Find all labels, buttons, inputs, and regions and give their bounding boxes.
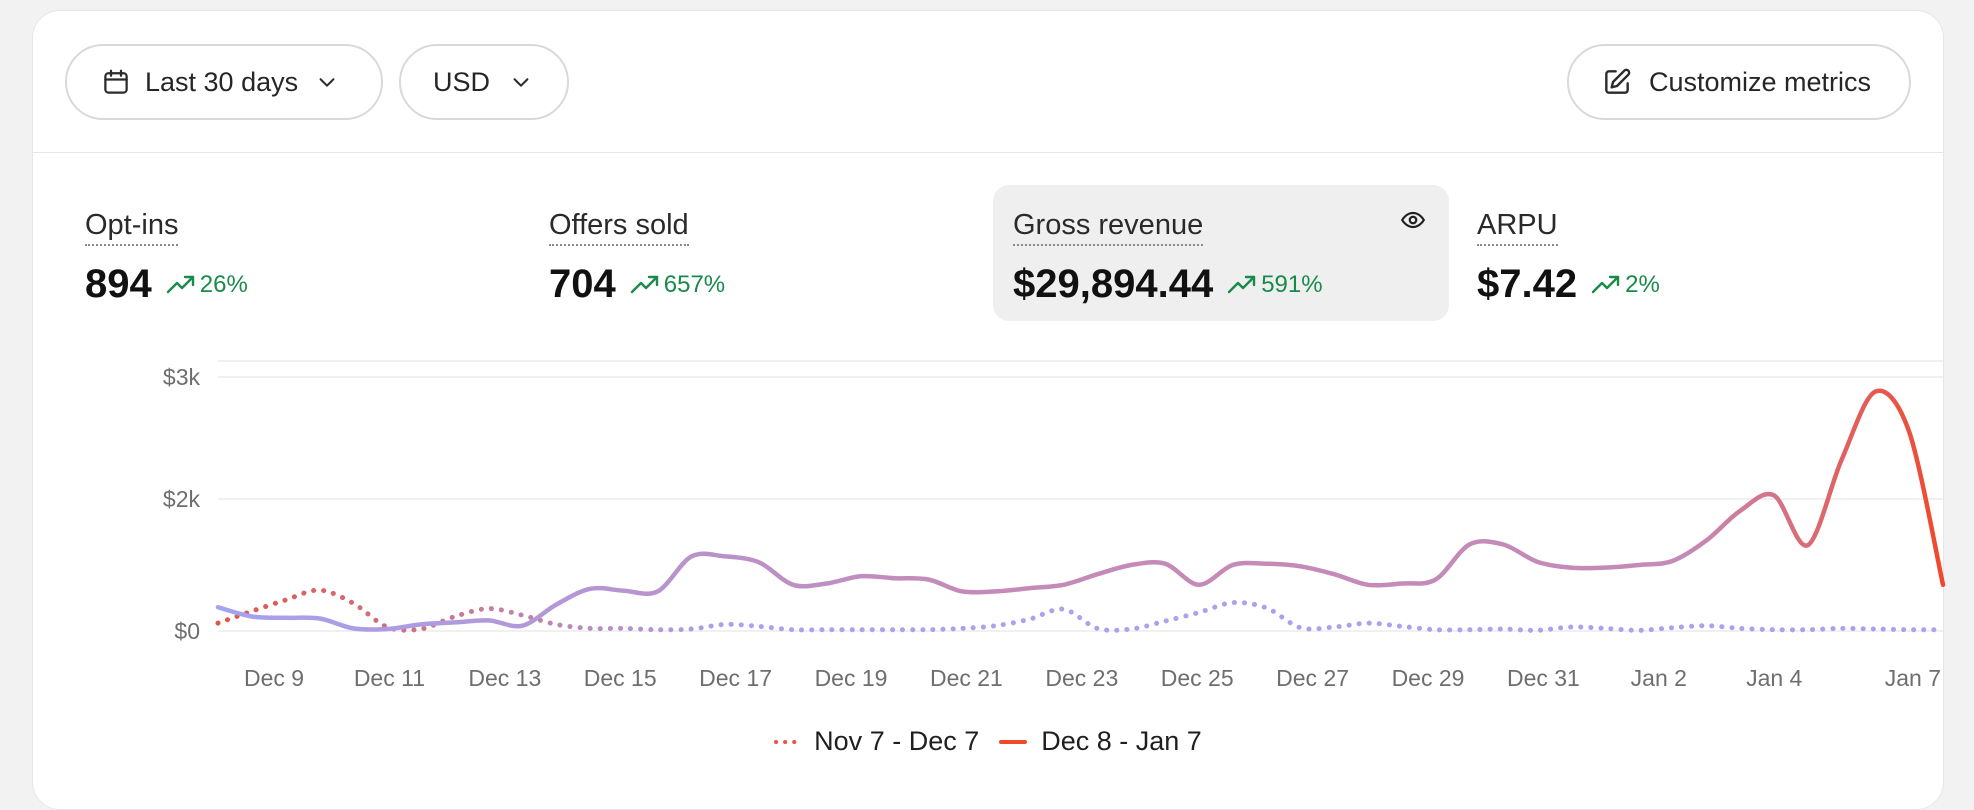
x-tick-label: Jan 7: [1885, 665, 1941, 691]
trend-up-icon: [630, 275, 658, 293]
metric-value: $29,894.44: [1013, 262, 1214, 306]
metric-change-value: 657%: [663, 270, 726, 298]
x-tick-label: Dec 31: [1507, 665, 1580, 691]
x-tick-label: Dec 19: [815, 665, 888, 691]
metric-value: 704: [549, 262, 616, 306]
legend-item-current[interactable]: Dec 8 - Jan 7: [999, 726, 1202, 757]
metric-value: 894: [85, 262, 152, 306]
customize-metrics-label: Customize metrics: [1649, 66, 1872, 97]
metric-change: 657%: [630, 271, 725, 299]
chart-series: [215, 388, 1946, 633]
x-tick-label: Dec 29: [1392, 665, 1465, 691]
metric-opt-ins[interactable]: Opt-ins 894 26%: [65, 185, 521, 321]
x-tick-label: Dec 15: [584, 665, 657, 691]
x-tick-label: Dec 21: [930, 665, 1003, 691]
analytics-card: Last 30 days USD Customize metrics Opt-i…: [32, 10, 1946, 810]
toolbar: Last 30 days USD Customize metrics: [33, 11, 1943, 153]
metric-label: Gross revenue: [1013, 209, 1204, 246]
gross-revenue-chart: $0$2k$3k Dec 9 Dec 11 Dec 13 Dec 15 Dec 17 De…: [163, 360, 1946, 691]
trend-up-icon: [166, 275, 194, 293]
metric-offers-sold[interactable]: Offers sold 704 657%: [529, 185, 985, 321]
y-tick-label: $0: [174, 618, 200, 644]
calendar-icon: [104, 69, 128, 94]
x-axis: Dec 9 Dec 11 Dec 13 Dec 15 Dec 17 Dec 19 Dec 2…: [244, 665, 1941, 691]
y-tick-label: $3k: [163, 364, 201, 390]
x-tick-label: Dec 25: [1161, 665, 1234, 691]
currency-label: USD: [433, 66, 491, 97]
x-tick-label: Dec 23: [1045, 665, 1118, 691]
x-tick-label: Dec 13: [468, 665, 541, 691]
chevron-down-icon: [513, 78, 529, 87]
x-tick-label: Dec 27: [1276, 665, 1349, 691]
currency-dropdown[interactable]: USD: [399, 44, 569, 120]
date-range-label: Last 30 days: [145, 66, 299, 97]
chart-legend: Nov 7 - Dec 7 Dec 8 - Jan 7: [33, 726, 1943, 757]
metric-value: $7.42: [1477, 262, 1578, 306]
metric-change-value: 26%: [199, 270, 248, 298]
x-tick-label: Dec 9: [244, 665, 304, 691]
dotted-line-swatch: [774, 739, 801, 744]
trend-up-icon: [1591, 275, 1620, 293]
metric-change: 26%: [166, 271, 248, 299]
x-tick-label: Dec 17: [699, 665, 772, 691]
edit-icon: [1605, 68, 1631, 94]
eye-icon[interactable]: [1397, 207, 1429, 233]
metric-change: 591%: [1227, 270, 1323, 299]
solid-line-swatch: [999, 739, 1028, 744]
y-axis: $0 $2k $3k: [163, 364, 201, 644]
x-tick-label: Jan 4: [1746, 665, 1802, 691]
metric-change-value: 2%: [1625, 270, 1660, 298]
trend-up-icon: [1228, 275, 1256, 293]
date-range-dropdown[interactable]: Last 30 days: [65, 44, 383, 120]
series-line-previous: [215, 587, 1946, 633]
x-tick-label: Jan 2: [1631, 665, 1687, 691]
legend-item-previous[interactable]: Nov 7 - Dec 7: [774, 726, 979, 757]
legend-label-previous: Nov 7 - Dec 7: [814, 726, 980, 756]
customize-metrics-button[interactable]: Customize metrics: [1567, 44, 1911, 120]
legend-label-current: Dec 8 - Jan 7: [1041, 726, 1202, 756]
series-line-current: [215, 388, 1946, 632]
metric-gross-revenue[interactable]: Gross revenue $29,894.44 591%: [993, 185, 1449, 321]
chart-grid: [218, 360, 1943, 632]
metric-label: ARPU: [1477, 209, 1558, 246]
x-tick-label: Dec 11: [354, 665, 425, 691]
metric-arpu[interactable]: ARPU $7.42 2%: [1457, 185, 1913, 321]
metric-change-value: 591%: [1261, 270, 1323, 298]
chevron-down-icon: [319, 78, 335, 87]
y-tick-label: $2k: [163, 486, 201, 512]
metric-label: Opt-ins: [85, 209, 179, 246]
metric-change: 2%: [1591, 271, 1660, 299]
metric-label: Offers sold: [549, 209, 689, 246]
